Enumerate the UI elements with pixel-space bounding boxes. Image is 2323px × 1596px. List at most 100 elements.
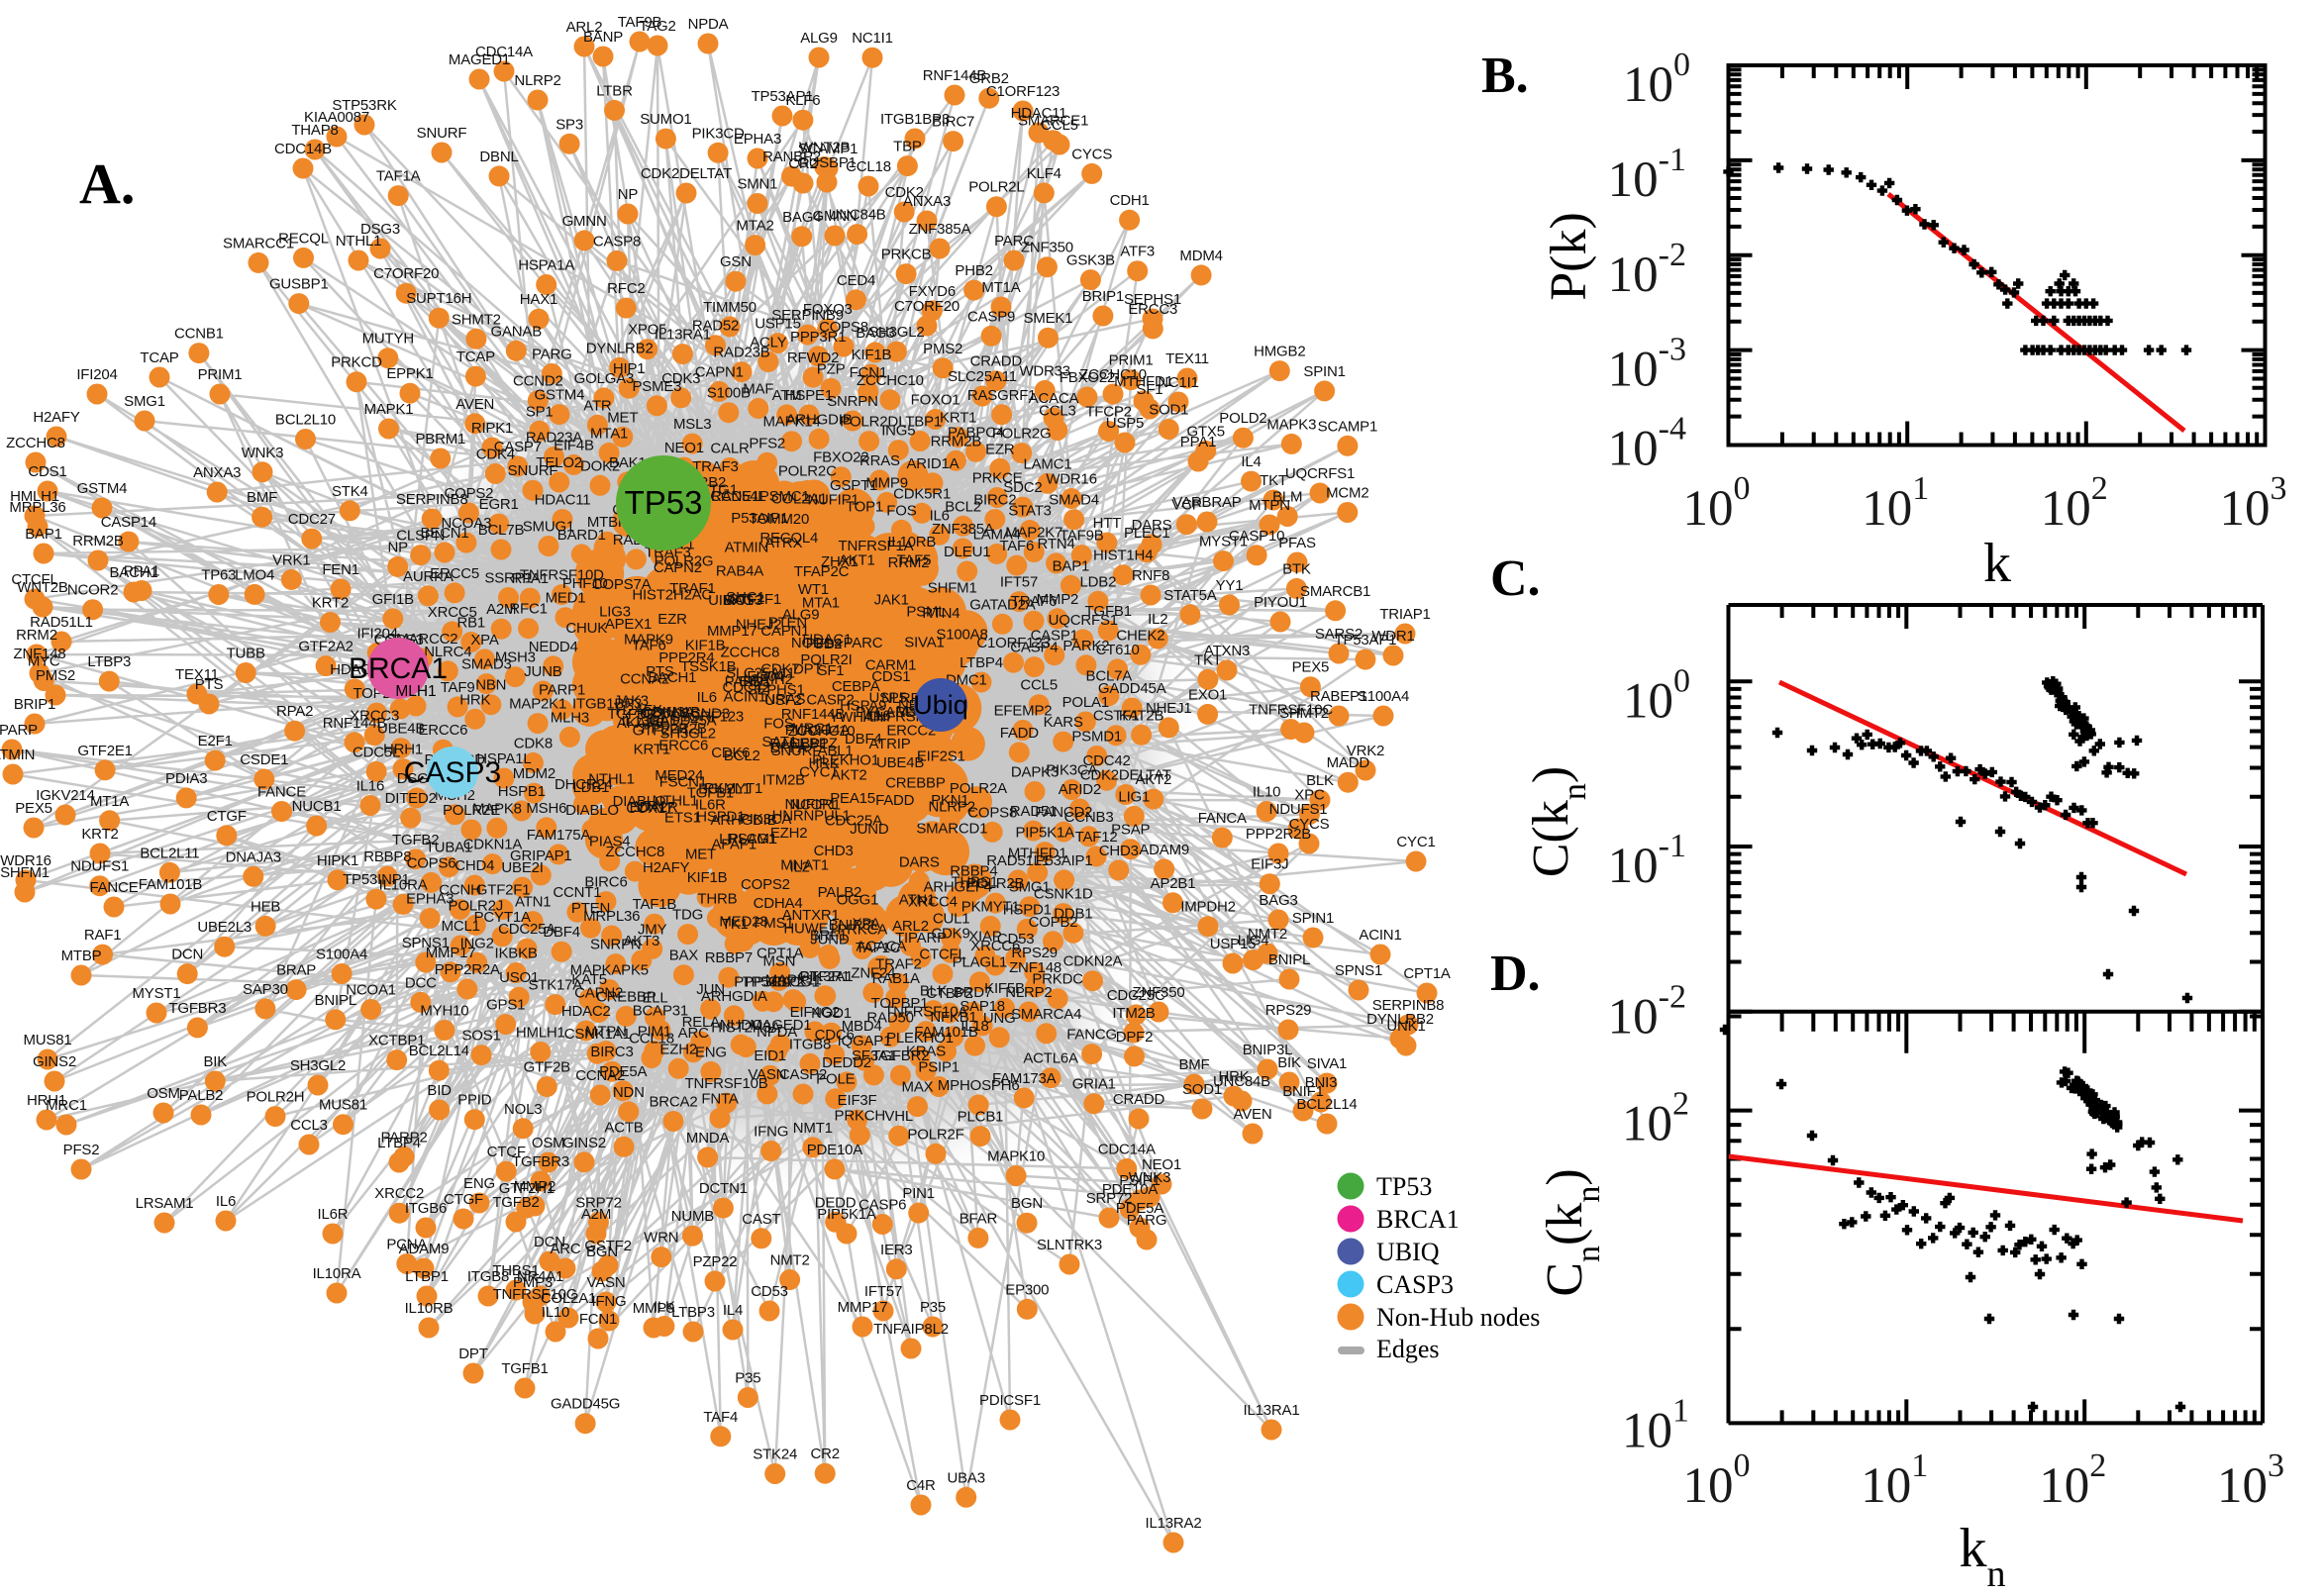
- svg-text:IL10: IL10: [1253, 784, 1280, 801]
- svg-text:TCAP: TCAP: [456, 349, 495, 365]
- svg-text:RAF1: RAF1: [84, 927, 122, 944]
- svg-text:TAF5: TAF5: [897, 551, 932, 568]
- svg-text:PMS2: PMS2: [923, 341, 962, 357]
- svg-text:IFT57: IFT57: [1000, 574, 1038, 591]
- svg-text:IMPDH2: IMPDH2: [1180, 899, 1235, 916]
- svg-text:WDR33: WDR33: [1019, 362, 1070, 379]
- svg-text:RRM2: RRM2: [888, 554, 930, 571]
- svg-text:H2AFY: H2AFY: [33, 409, 80, 426]
- svg-text:HIPK1: HIPK1: [317, 852, 358, 869]
- svg-text:BRCA1: BRCA1: [1376, 1205, 1460, 1234]
- svg-text:ACTB: ACTB: [604, 1119, 643, 1136]
- svg-text:ARID1A: ARID1A: [907, 455, 960, 472]
- svg-text:PLCB1: PLCB1: [958, 1109, 1004, 1126]
- svg-text:TBP: TBP: [893, 139, 922, 155]
- svg-text:PRKCA: PRKCA: [837, 922, 887, 939]
- svg-text:MYST1: MYST1: [132, 985, 180, 1002]
- svg-text:BRIP1: BRIP1: [14, 696, 55, 713]
- svg-text:CDC25A: CDC25A: [498, 921, 556, 938]
- svg-text:ZNF148: ZNF148: [14, 646, 66, 662]
- svg-text:C.: C.: [1490, 550, 1541, 607]
- svg-text:D.: D.: [1490, 946, 1541, 1002]
- svg-text:TDG: TDG: [672, 907, 703, 924]
- svg-text:NLRP2: NLRP2: [514, 72, 560, 89]
- svg-text:SMEK1: SMEK1: [1024, 310, 1073, 327]
- svg-text:SUPT16H: SUPT16H: [406, 290, 471, 307]
- svg-text:PFAS: PFAS: [1278, 535, 1316, 551]
- svg-text:CREBBP: CREBBP: [885, 774, 946, 791]
- svg-text:KRAS: KRAS: [906, 1044, 946, 1060]
- svg-text:CPT1A: CPT1A: [757, 945, 804, 961]
- svg-text:IFI204: IFI204: [76, 366, 117, 383]
- svg-text:ANTXR1: ANTXR1: [782, 907, 840, 924]
- svg-text:PDE10A: PDE10A: [1102, 1181, 1159, 1198]
- svg-text:CHEK2: CHEK2: [1116, 627, 1164, 644]
- svg-text:SMARCA4: SMARCA4: [1011, 1006, 1081, 1023]
- svg-text:CTCFL: CTCFL: [919, 947, 965, 963]
- svg-text:ILK: ILK: [654, 1299, 675, 1316]
- svg-text:LTBR: LTBR: [596, 82, 633, 99]
- svg-text:WDR16: WDR16: [0, 852, 51, 869]
- svg-text:SNURF: SNURF: [417, 125, 467, 142]
- svg-text:SERPINB8: SERPINB8: [396, 491, 468, 508]
- svg-text:THBS1: THBS1: [952, 873, 998, 890]
- svg-text:APEX1: APEX1: [605, 616, 652, 633]
- svg-text:LDB1: LDB1: [573, 779, 610, 796]
- svg-text:ELL: ELL: [642, 990, 667, 1007]
- svg-text:CR2: CR2: [810, 1446, 839, 1462]
- svg-text:SOD1: SOD1: [1182, 1081, 1222, 1098]
- svg-text:LDB2: LDB2: [1080, 573, 1117, 590]
- svg-text:EID1: EID1: [754, 1047, 786, 1064]
- svg-text:NUDC: NUDC: [720, 1017, 762, 1034]
- svg-text:HEB: HEB: [251, 898, 280, 915]
- svg-text:CASP2: CASP2: [779, 1066, 827, 1083]
- svg-text:KRT2: KRT2: [312, 595, 349, 612]
- svg-text:CTCF: CTCF: [487, 1144, 526, 1160]
- svg-text:ADAM9: ADAM9: [1139, 842, 1189, 858]
- svg-text:SH3GL2: SH3GL2: [868, 324, 924, 341]
- svg-text:RAD51L1: RAD51L1: [986, 852, 1050, 869]
- svg-text:HIST1H4: HIST1H4: [1093, 548, 1153, 564]
- svg-text:CALR: CALR: [710, 441, 750, 457]
- svg-text:RAD23B: RAD23B: [713, 345, 769, 361]
- svg-text:BNIF1: BNIF1: [1282, 1083, 1324, 1100]
- svg-text:PIYOU1: PIYOU1: [1254, 594, 1307, 611]
- svg-text:BRAP: BRAP: [276, 962, 316, 979]
- svg-text:UBE4B: UBE4B: [876, 754, 924, 771]
- svg-text:HDAC1: HDAC1: [330, 661, 379, 678]
- svg-text:ATR: ATR: [583, 397, 612, 414]
- svg-text:BRIP1: BRIP1: [1082, 288, 1124, 305]
- svg-text:SH3GL2: SH3GL2: [290, 1057, 346, 1074]
- svg-text:PSML: PSML: [906, 603, 946, 620]
- svg-text:PTEN: PTEN: [571, 900, 610, 917]
- svg-text:STK24: STK24: [753, 1446, 797, 1463]
- svg-text:PLEC1: PLEC1: [1124, 525, 1170, 542]
- svg-text:MYC: MYC: [28, 653, 60, 670]
- svg-text:ERCC6: ERCC6: [418, 722, 467, 739]
- svg-text:MTA1: MTA1: [590, 425, 628, 442]
- svg-text:TAF12: TAF12: [1075, 829, 1118, 846]
- svg-text:IL2: IL2: [1148, 611, 1167, 628]
- svg-text:RPA1: RPA1: [512, 570, 549, 587]
- svg-text:LRSAM1: LRSAM1: [719, 831, 777, 848]
- svg-text:NLRP2: NLRP2: [1005, 984, 1052, 1001]
- svg-text:CSTF1: CSTF1: [1093, 708, 1140, 725]
- svg-text:TP53INP1: TP53INP1: [343, 871, 410, 888]
- svg-text:MMP17: MMP17: [707, 623, 758, 640]
- svg-text:H2AFY: H2AFY: [643, 859, 690, 876]
- svg-text:CCL5: CCL5: [1020, 677, 1058, 694]
- svg-text:TAF1A: TAF1A: [376, 168, 421, 185]
- svg-text:TOP1: TOP1: [846, 499, 883, 516]
- svg-text:PHF10: PHF10: [562, 575, 608, 592]
- svg-text:MED24: MED24: [655, 767, 703, 784]
- svg-text:CDC25C: CDC25C: [1107, 987, 1165, 1004]
- svg-text:WNT2B: WNT2B: [17, 579, 68, 596]
- svg-text:SNURF: SNURF: [508, 462, 558, 479]
- svg-text:KIAA0087: KIAA0087: [304, 109, 369, 126]
- svg-text:FOXO1: FOXO1: [911, 392, 960, 409]
- svg-text:RNF8: RNF8: [1132, 567, 1169, 584]
- svg-text:SMN1: SMN1: [737, 176, 777, 193]
- svg-text:JAK1: JAK1: [874, 592, 909, 609]
- svg-text:TUBB: TUBB: [227, 646, 265, 662]
- svg-text:PCNA: PCNA: [386, 1237, 427, 1253]
